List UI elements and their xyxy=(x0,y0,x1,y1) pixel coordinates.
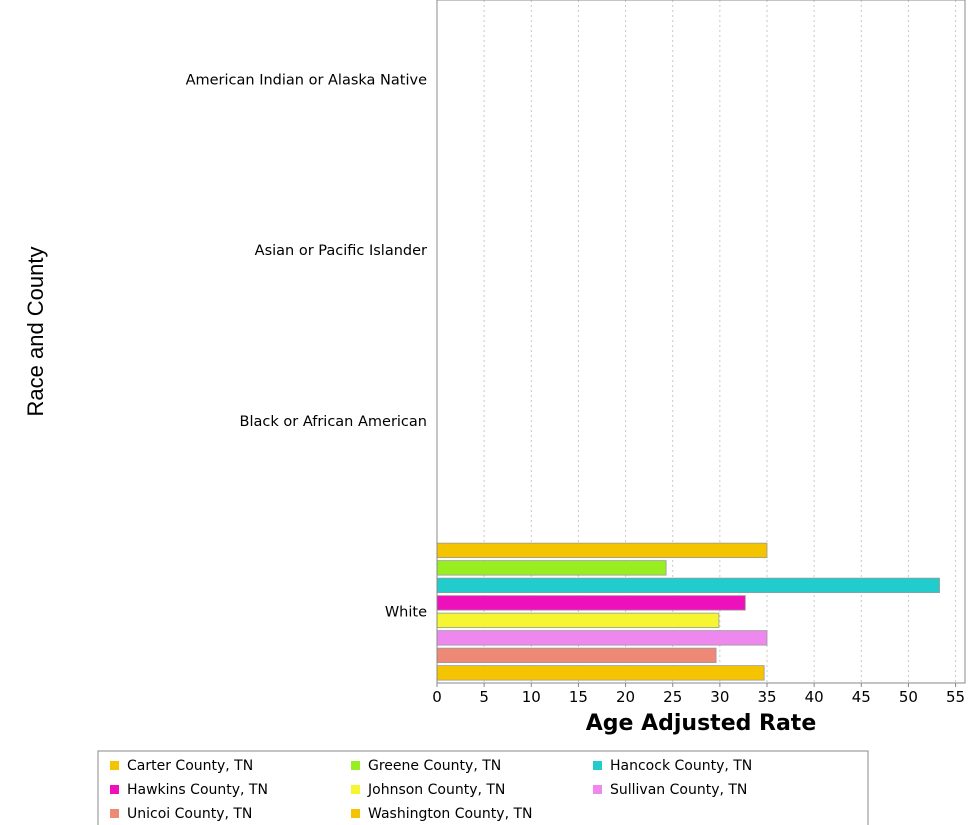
legend-swatch xyxy=(351,809,360,818)
category-label: Asian or Pacific Islander xyxy=(255,243,427,259)
x-tick-label: 25 xyxy=(663,688,682,706)
legend-swatch xyxy=(593,761,602,770)
legend-swatch xyxy=(110,785,119,794)
bar xyxy=(436,577,940,594)
x-tick-label: 15 xyxy=(569,688,588,706)
legend-swatch xyxy=(351,785,360,794)
legend-swatch xyxy=(110,761,119,770)
x-tick-label: 20 xyxy=(616,688,635,706)
bar xyxy=(436,647,717,664)
legend-label: Unicoi County, TN xyxy=(127,806,252,822)
bars xyxy=(436,542,940,681)
x-tick-label: 0 xyxy=(432,688,442,706)
bar xyxy=(436,560,667,576)
bar xyxy=(436,612,720,629)
legend-label: Hancock County, TN xyxy=(610,758,752,774)
category-label: American Indian or Alaska Native xyxy=(186,72,427,88)
x-axis-title: Age Adjusted Rate xyxy=(586,711,817,736)
bar xyxy=(436,665,765,681)
category-label: Black or African American xyxy=(240,414,427,430)
legend-swatch xyxy=(351,761,360,770)
x-tick-label: 10 xyxy=(522,688,541,706)
legend-swatch xyxy=(110,809,119,818)
legend-label: Carter County, TN xyxy=(127,758,253,774)
legend-label: Johnson County, TN xyxy=(367,782,505,798)
bar xyxy=(436,630,768,646)
legend-swatch xyxy=(593,785,602,794)
x-tick-label: 5 xyxy=(479,688,489,706)
x-axis-ticks: 0 5 10 15 20 25 30 35 40 45 50 55 xyxy=(432,683,965,706)
legend-label: Hawkins County, TN xyxy=(127,782,268,798)
x-tick-label: 30 xyxy=(710,688,729,706)
x-tick-label: 50 xyxy=(899,688,918,706)
legend: Carter County, TN Greene County, TN Hancoc… xyxy=(97,750,869,825)
x-tick-label: 40 xyxy=(805,688,824,706)
x-tick-label: 35 xyxy=(757,688,776,706)
bar xyxy=(436,595,746,611)
bar xyxy=(436,542,768,559)
grid xyxy=(483,0,957,683)
x-tick-label: 55 xyxy=(946,688,965,706)
category-label: White xyxy=(385,605,427,621)
y-axis-categories: American Indian or Alaska Native Asian or… xyxy=(186,72,427,620)
legend-label: Sullivan County, TN xyxy=(610,782,747,798)
legend-label: Washington County, TN xyxy=(368,806,533,822)
legend-label: Greene County, TN xyxy=(368,758,501,774)
legend-box xyxy=(97,750,869,825)
y-axis-title: Race and County xyxy=(23,247,48,417)
x-tick-label: 45 xyxy=(852,688,871,706)
plot-frame xyxy=(436,0,966,684)
